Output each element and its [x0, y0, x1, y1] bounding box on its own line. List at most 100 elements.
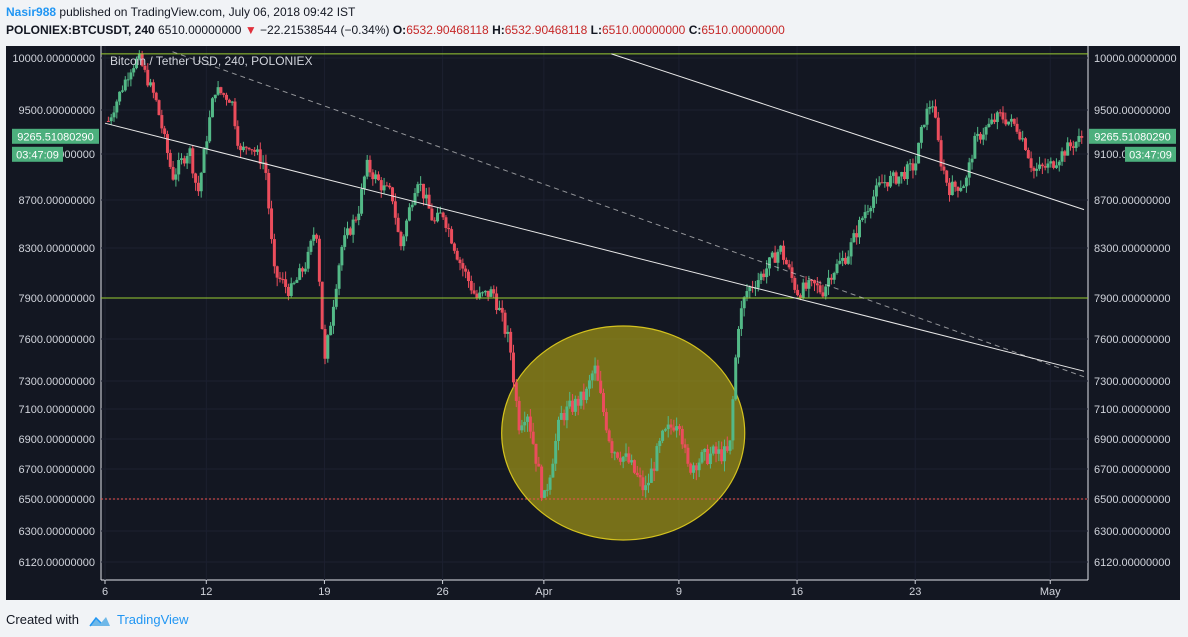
candle-body: [655, 446, 659, 471]
candle-body: [1046, 163, 1050, 168]
price-tick-label: 7300.00000000: [1094, 376, 1170, 388]
candle-body: [495, 293, 499, 311]
candle-body: [953, 181, 957, 187]
candle-body: [849, 242, 853, 257]
open-value: 6532.90468118: [406, 23, 489, 37]
price-tick-label: 7100.00000000: [1094, 404, 1170, 416]
candle-body: [1026, 150, 1030, 159]
candle-body: [551, 463, 555, 478]
candle-body: [596, 365, 600, 381]
candle-body: [483, 290, 487, 293]
price-tick-label: 6300.00000000: [19, 526, 95, 538]
candle-body: [247, 147, 251, 150]
candle-body: [371, 172, 375, 180]
candle-body: [1074, 141, 1078, 148]
candle-body: [368, 159, 372, 173]
candle-body: [236, 126, 240, 146]
candle-body: [255, 149, 259, 152]
candle-body: [604, 412, 608, 431]
price-tick-label: 8300.00000000: [1094, 243, 1170, 255]
candle-body: [1001, 112, 1005, 120]
author-link[interactable]: Nasir988: [6, 5, 57, 19]
candle-body: [216, 87, 220, 95]
candle-body: [1012, 118, 1016, 124]
candle-body: [396, 217, 400, 232]
candle-body: [1029, 158, 1033, 168]
candle-body: [798, 295, 802, 298]
candle-body: [585, 388, 589, 400]
candle-body: [565, 406, 569, 421]
candle-body: [717, 449, 721, 454]
candle-body: [354, 219, 358, 221]
time-tick-label: 16: [791, 586, 803, 598]
candle-body: [959, 188, 963, 191]
candle-body: [486, 290, 490, 297]
candle-body: [905, 164, 909, 180]
countdown-badge-bg: [1125, 146, 1176, 162]
candle-body: [202, 148, 206, 173]
highlight-layer: [501, 325, 746, 541]
candle-body: [391, 187, 395, 202]
candle-body: [194, 173, 198, 183]
price-tick-label: 7100.00000000: [19, 404, 95, 416]
candle-body: [694, 465, 698, 471]
candle-body: [526, 416, 530, 422]
candle-body: [295, 279, 299, 283]
candle-body: [461, 263, 465, 269]
candle-body: [1068, 142, 1072, 147]
candle-body: [841, 257, 845, 261]
candle-body: [976, 133, 980, 136]
candle-body: [433, 220, 437, 222]
time-axis[interactable]: [6, 580, 1180, 600]
candle-body: [503, 312, 507, 334]
candle-body: [410, 204, 414, 208]
candle-body: [157, 100, 161, 116]
tradingview-brand-link[interactable]: TradingView: [117, 612, 189, 627]
candle-body: [118, 91, 122, 102]
price-chart[interactable]: 10000.00000000 10000.00000000 9500.0000000…: [0, 42, 1188, 604]
candle-body: [137, 53, 141, 59]
candle-body: [177, 159, 181, 175]
candle-body: [686, 447, 690, 464]
candle-body: [917, 142, 921, 164]
candle-body: [542, 490, 546, 498]
change-arrow-icon: ▼: [244, 23, 257, 37]
candle-body: [928, 107, 932, 109]
candle-body: [767, 257, 771, 269]
candle-body: [281, 279, 285, 281]
candle-body: [309, 240, 313, 252]
time-tick-label: 9: [676, 586, 682, 598]
candle-body: [466, 271, 470, 282]
candle-body: [464, 268, 468, 272]
price-tick-label: 6700.00000000: [19, 464, 95, 476]
candle-body: [365, 159, 369, 177]
candle-body: [1071, 146, 1075, 148]
candle-body: [872, 196, 876, 208]
candle-body: [855, 233, 859, 238]
candle-body: [720, 449, 724, 462]
candle-body: [545, 489, 549, 491]
candle-body: [149, 82, 153, 86]
candle-body: [185, 156, 189, 164]
price-change: −22.21538544 (−0.34%): [260, 23, 390, 37]
candle-body: [635, 472, 639, 476]
candle-body: [168, 152, 172, 167]
time-tick-label: 12: [200, 586, 212, 598]
candle-body: [1063, 151, 1067, 156]
candle-body: [430, 208, 434, 221]
candle-body: [306, 251, 310, 269]
candle-body: [931, 106, 935, 108]
candle-body: [644, 485, 648, 491]
candle-body: [163, 128, 167, 135]
candle-body: [1009, 118, 1013, 122]
candle-body: [801, 282, 805, 298]
candle-body: [874, 185, 878, 197]
candle-body: [568, 400, 572, 407]
candle-body: [537, 463, 541, 467]
candle-body: [900, 171, 904, 177]
candle-body: [180, 158, 184, 160]
trend-lines: [104, 51, 1085, 378]
price-tick-label: 9500.00000000: [19, 105, 95, 117]
candle-body: [115, 101, 119, 113]
candle-body: [230, 101, 234, 103]
